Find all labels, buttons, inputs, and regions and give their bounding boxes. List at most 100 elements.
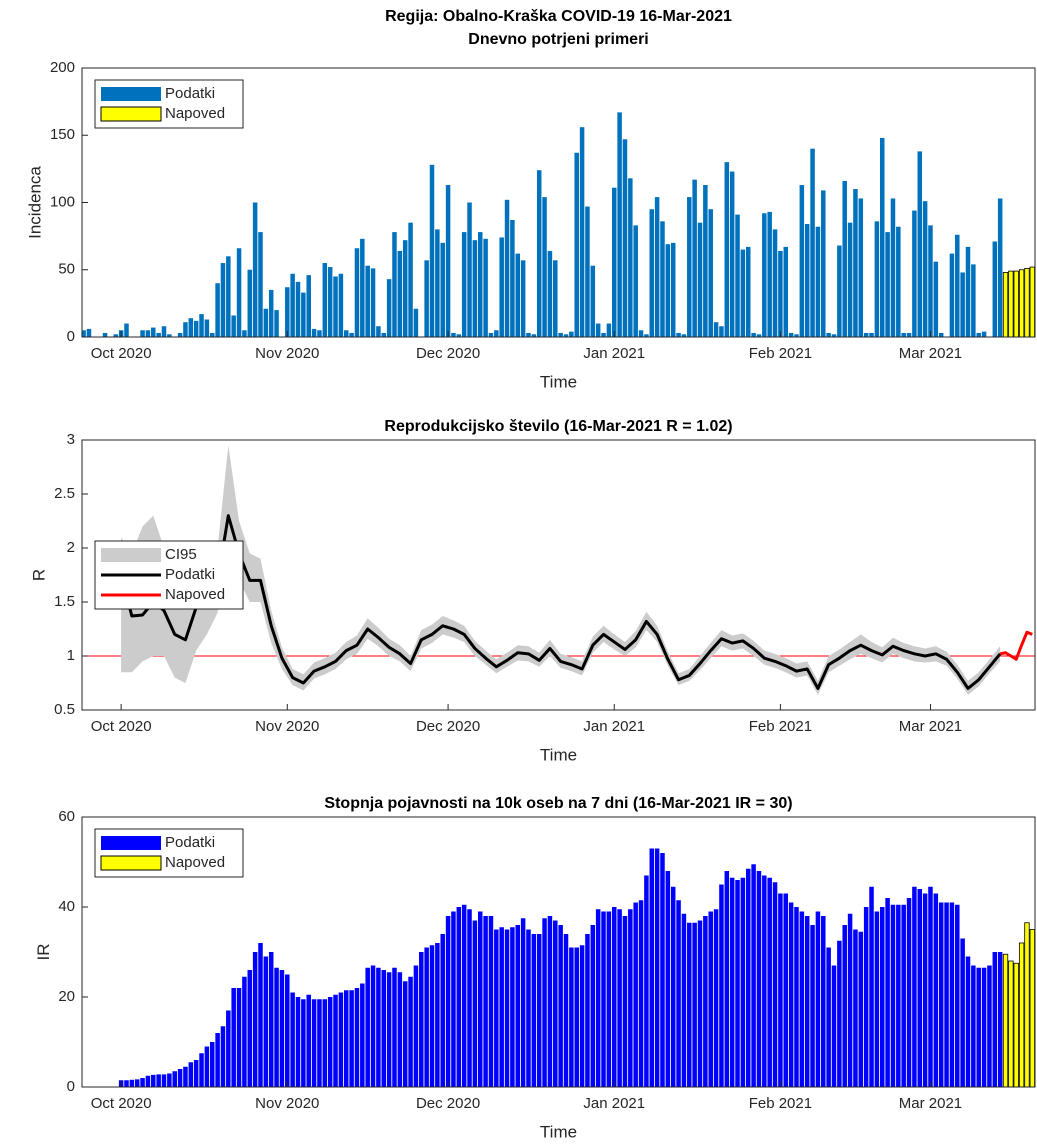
y-tick-label: 0 [67, 328, 75, 345]
bar [842, 180, 847, 337]
bar [938, 902, 944, 1087]
bar [472, 240, 478, 337]
bar [708, 209, 713, 337]
bar [354, 248, 360, 337]
bar [633, 225, 638, 337]
bar [847, 913, 853, 1087]
bar [199, 314, 204, 337]
bar [376, 326, 381, 337]
bar [574, 947, 579, 1087]
legend-swatch [101, 87, 161, 101]
bar [360, 983, 365, 1087]
bar [735, 880, 740, 1087]
y-tick-label: 1 [67, 647, 75, 664]
bar [858, 931, 864, 1087]
chart-subtitle: Dnevno potrjeni primeri [468, 31, 648, 48]
bar [879, 137, 885, 337]
bar [510, 219, 515, 337]
y-tick-label: 2 [67, 539, 75, 556]
bar [729, 877, 735, 1087]
bar [268, 952, 274, 1087]
bar [349, 332, 354, 337]
bar [145, 330, 151, 337]
bar [1002, 953, 1009, 1087]
bar [295, 281, 301, 337]
bar [896, 904, 901, 1087]
bar [944, 902, 949, 1087]
y-tick-label: 0 [67, 1078, 75, 1095]
bar [322, 263, 328, 337]
bar [472, 920, 478, 1087]
bar [424, 260, 429, 337]
bar [156, 1074, 161, 1087]
bar [451, 332, 456, 337]
bar [713, 909, 719, 1087]
bar [611, 187, 617, 337]
bar [494, 929, 499, 1087]
bar [687, 197, 692, 337]
legend: Podatki Napoved [94, 828, 244, 878]
bar [579, 945, 585, 1087]
bar [376, 967, 381, 1087]
bar [333, 994, 338, 1087]
bar [933, 261, 939, 337]
bar [906, 898, 912, 1087]
bar [370, 965, 376, 1087]
bar [488, 916, 494, 1087]
bar [370, 268, 376, 337]
x-tick-label: Oct 2020 [91, 718, 152, 735]
bar [124, 1080, 129, 1087]
bar [574, 152, 579, 337]
x-tick-label: Oct 2020 [91, 345, 152, 362]
bar [788, 332, 794, 337]
bar [327, 267, 333, 337]
bar [445, 916, 451, 1087]
bar [815, 911, 821, 1087]
bar [263, 308, 269, 337]
bar [236, 988, 242, 1087]
bar [729, 171, 735, 337]
bar [435, 229, 440, 337]
bar [386, 279, 392, 337]
legend-label: Podatki [165, 566, 215, 583]
bar [788, 902, 794, 1087]
bar [542, 918, 547, 1087]
bar [209, 332, 215, 337]
bar [917, 889, 923, 1087]
bar [124, 323, 129, 337]
bar [858, 198, 864, 337]
bar [413, 308, 419, 337]
bar [971, 965, 976, 1087]
bar [242, 330, 247, 337]
bar [654, 197, 660, 337]
bar [949, 902, 955, 1087]
bar [724, 871, 730, 1087]
bar [590, 265, 596, 337]
bar [708, 911, 713, 1087]
bar [494, 330, 499, 337]
x-tick-label: Jan 2021 [583, 718, 645, 735]
bar [327, 997, 333, 1087]
bar [467, 909, 472, 1087]
bar [445, 185, 451, 337]
bar [343, 330, 349, 337]
bar [558, 332, 563, 337]
legend-label: CI95 [165, 546, 197, 563]
bar [558, 925, 563, 1087]
bar [311, 328, 317, 337]
y-axis-label: IR [34, 944, 53, 961]
bar [440, 934, 445, 1087]
bar [928, 886, 933, 1087]
bar [569, 947, 574, 1087]
bar [826, 332, 831, 337]
bar [563, 934, 569, 1087]
bar [499, 927, 504, 1087]
bar [751, 332, 756, 337]
x-axis-label: Time [540, 372, 577, 391]
bar [402, 240, 408, 337]
x-tick-label: Oct 2020 [91, 1095, 152, 1112]
x-tick-label: Jan 2021 [583, 345, 645, 362]
bar [724, 162, 730, 337]
bar [113, 334, 119, 337]
bar [451, 911, 456, 1087]
